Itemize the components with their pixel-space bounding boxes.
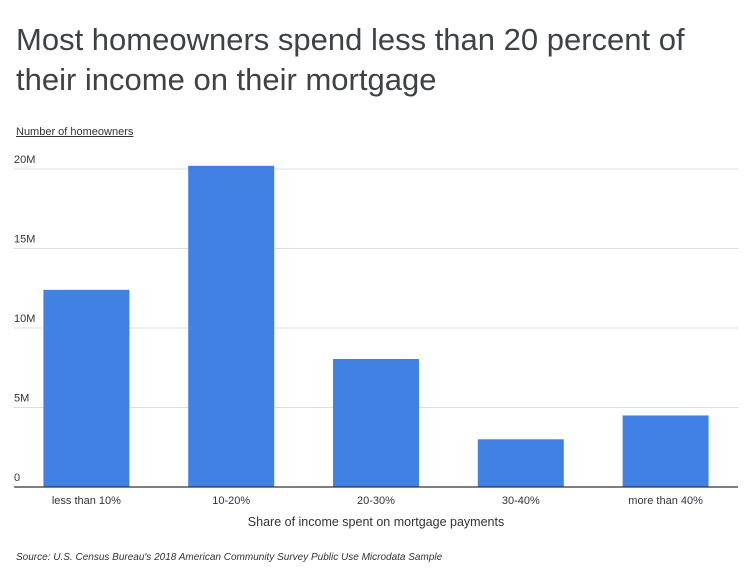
y-axis-label: Number of homeowners [16,126,134,138]
y-tick-label: 20M [14,154,35,166]
x-tick-label: 30-40% [502,495,540,507]
x-axis-label: Share of income spent on mortgage paymen… [248,515,504,529]
bar [333,359,419,487]
bar [188,165,275,487]
x-tick-label: less than 10% [52,495,121,507]
x-tick-label: 10-20% [212,495,250,507]
bar [43,289,130,487]
chart-title: Most homeowners spend less than 20 perce… [16,22,685,97]
y-tick-label: 10M [14,313,35,325]
x-tick-label: 20-30% [357,495,395,507]
y-tick-label: 0 [14,472,20,484]
y-tick-label: 15M [14,234,35,246]
y-tick-label: 5M [14,393,29,405]
bar [477,439,564,487]
bar [622,415,709,487]
x-tick-label: more than 40% [628,495,703,507]
source-note: Source: U.S. Census Bureau's 2018 Americ… [16,552,443,563]
